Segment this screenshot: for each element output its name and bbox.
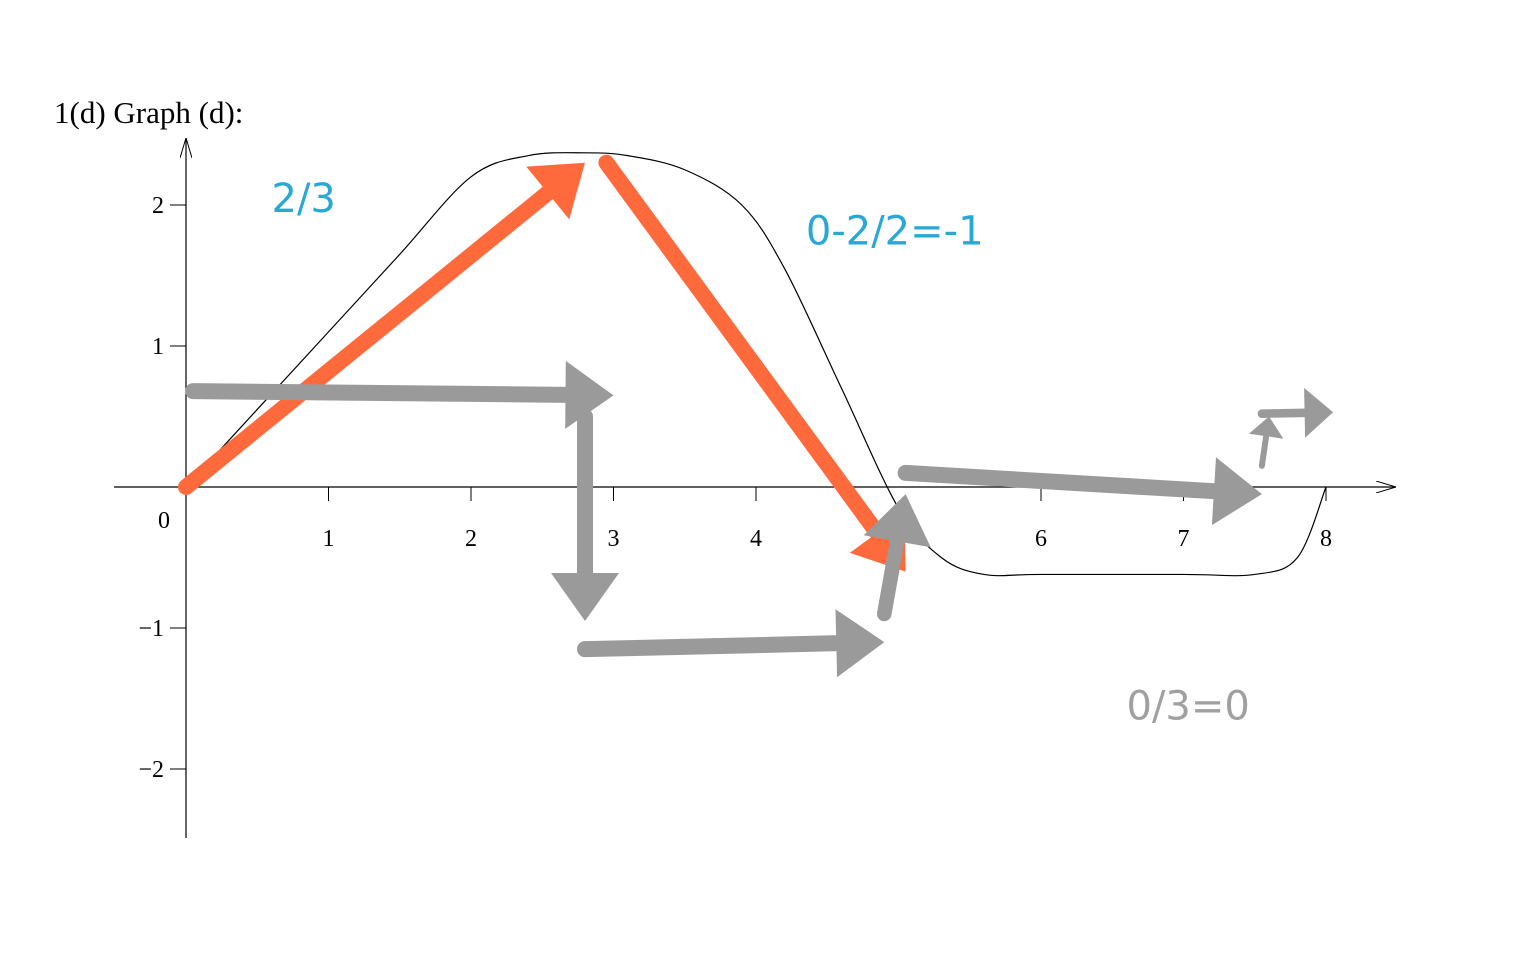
annotation-label: 0/3=0 [1127,684,1250,730]
x-tick-label: 3 [608,526,620,552]
arrow-shaft [876,532,905,622]
arrow-shaft [897,464,1224,500]
arrow-shaft [185,383,576,403]
x-tick-label: 8 [1320,526,1332,552]
x-tick-label: 6 [1035,526,1047,552]
arrow-head [551,573,619,621]
x-tick-label: 1 [323,526,335,552]
y-tick-label: 1 [152,334,164,360]
series-curve [185,152,1327,577]
arrow-shaft [1258,431,1270,469]
annotation-label: 2/3 [272,176,336,222]
annotation-layer: 2/3 0-2/2=-1 0/3=0 [272,176,1250,730]
x-tick-label: 7 [1178,526,1190,552]
arrow-head [1211,457,1262,526]
chart-title: 1(d) Graph (d): [54,95,243,130]
arrow-shaft [1257,408,1311,418]
arrow-shaft [598,154,887,543]
arrow-shaft [178,183,558,495]
y-tick-label: −1 [138,616,164,642]
origin-label: 0 [158,508,170,534]
curve-layer [185,152,1327,577]
y-tick-label: 2 [152,193,164,219]
y-tick-label: −2 [138,757,164,783]
x-tick-label: 4 [750,526,762,552]
arrow-head [1304,387,1334,438]
ticks: 1 2 3 4 6 7 8 2 1 −1 −2 [138,193,1332,783]
arrow-shaft [577,635,847,658]
arrow-head [565,360,614,429]
arrow-layer [178,154,1334,678]
annotation-label: 0-2/2=-1 [806,208,984,254]
x-tick-label: 2 [465,526,477,552]
arrow-head [863,494,931,548]
arrow-head [526,162,585,220]
arrow-head [835,609,885,678]
arrow-head [1248,416,1284,439]
